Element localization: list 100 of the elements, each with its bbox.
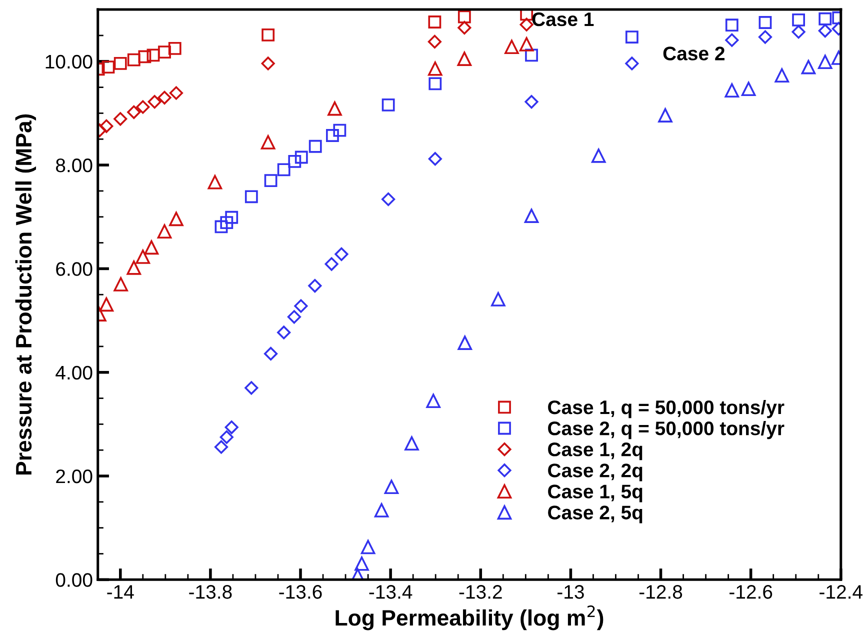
point (458, 336, 472, 350)
point (504, 40, 519, 54)
point (426, 394, 440, 408)
point (625, 30, 638, 44)
y-tick-label: 10.00 (46, 54, 92, 69)
point (818, 24, 832, 38)
point (360, 540, 376, 554)
x-tick-label: -13.8 (189, 585, 232, 599)
point (146, 48, 160, 62)
point (144, 240, 159, 255)
point (277, 326, 291, 340)
point (277, 163, 290, 176)
point (524, 95, 538, 109)
legend-label: Case 1, q = 50,000 tons/yr (548, 400, 784, 418)
y-tick-label: 0.00 (56, 573, 92, 587)
point (225, 210, 238, 224)
y-tick-label: 6.00 (56, 262, 92, 276)
point (382, 192, 396, 206)
point (127, 53, 140, 66)
point (100, 119, 114, 133)
point (138, 50, 152, 64)
point (287, 310, 301, 324)
point (491, 292, 506, 306)
x-tick-label: -12.6 (730, 585, 772, 599)
point (114, 277, 128, 292)
x-tick-label: -13.2 (459, 585, 502, 599)
legend-label: Case 2, q = 50,000 tons/yr (548, 420, 784, 440)
x-tick-label: -13 (558, 585, 584, 599)
point (458, 20, 472, 34)
legend-label: Case 1, 2q (548, 442, 642, 460)
point (382, 98, 395, 112)
point (519, 37, 534, 52)
point (224, 420, 238, 434)
point (308, 279, 322, 293)
point (774, 68, 790, 83)
point (725, 33, 739, 47)
point (158, 46, 171, 59)
point (260, 135, 276, 150)
point (136, 250, 150, 264)
point (457, 52, 472, 66)
point (725, 18, 738, 32)
point (328, 101, 342, 116)
point (428, 16, 442, 28)
y-tick-label: 4.00 (56, 366, 92, 380)
point (294, 150, 308, 164)
point (525, 48, 538, 62)
point (428, 77, 442, 90)
point (326, 129, 339, 142)
y-tick-label: 2.00 (56, 469, 92, 484)
point (428, 152, 442, 166)
point (157, 224, 172, 239)
point (333, 124, 346, 137)
point (334, 247, 348, 261)
point (520, 10, 534, 21)
point (758, 16, 772, 29)
point (288, 154, 302, 168)
point (520, 18, 534, 32)
x-tick-label: -13.6 (279, 585, 322, 599)
x-tick-label: -12.8 (639, 585, 682, 599)
point (264, 346, 278, 360)
legend-label: Case 1, 5q (548, 484, 642, 502)
point (458, 10, 471, 24)
point (308, 140, 322, 153)
point (792, 13, 806, 26)
point (354, 556, 369, 571)
point (114, 56, 127, 70)
point (591, 148, 606, 163)
point (724, 83, 740, 98)
x-tick-label: -12.4 (820, 585, 862, 599)
x-tick-label: -14 (107, 585, 134, 599)
point (658, 108, 672, 122)
point (262, 28, 275, 42)
legend-label: Case 2, 2q (548, 464, 642, 482)
point (244, 381, 258, 395)
point (428, 34, 442, 48)
point (214, 440, 228, 454)
point (524, 208, 539, 223)
point (220, 430, 234, 444)
point (404, 436, 419, 451)
point (126, 260, 142, 275)
point (136, 100, 150, 114)
point (374, 503, 389, 518)
x-tick-label: -13.4 (369, 585, 412, 599)
point (818, 12, 832, 26)
point (294, 299, 308, 313)
y-tick-label: 8.00 (56, 158, 92, 172)
point (169, 212, 184, 226)
point (324, 257, 338, 271)
point (428, 61, 442, 76)
point (261, 56, 275, 70)
annotation: Case 1 (532, 12, 594, 26)
point (148, 95, 162, 109)
point (168, 42, 182, 55)
point (214, 220, 228, 234)
point (208, 174, 222, 190)
point (244, 190, 258, 204)
point (127, 105, 141, 119)
point (792, 25, 806, 39)
point (625, 56, 639, 70)
annotation: Case 2 (663, 46, 724, 60)
